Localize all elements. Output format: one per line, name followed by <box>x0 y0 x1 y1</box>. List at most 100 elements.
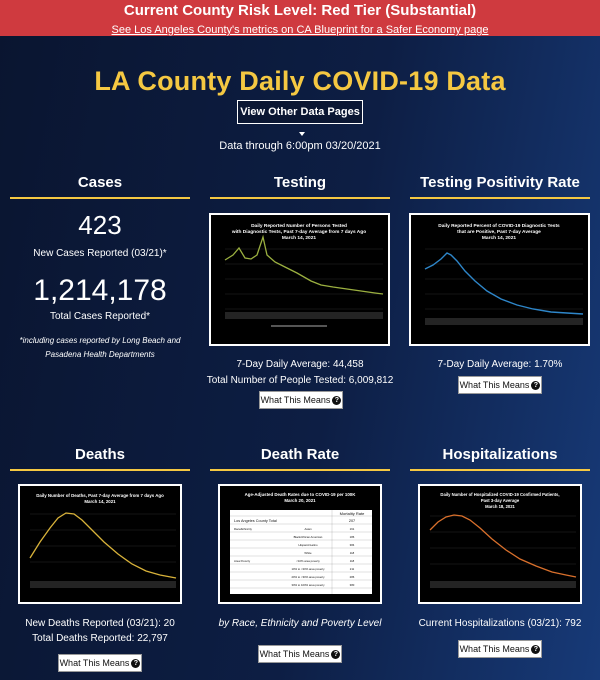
death-rate-caption: by Race, Ethnicity and Poverty Level <box>218 618 382 629</box>
death-rate-table-svg: Age-Adjusted Death Rates due to COVID-19… <box>230 492 372 594</box>
hospitalizations-chart-grid <box>430 515 576 565</box>
new-cases-label: New Cases Reported (03/21)* <box>33 248 167 259</box>
hospitalizations-what-this-means-button[interactable]: What This Means? <box>458 640 542 658</box>
cases-heading: Cases <box>10 174 190 199</box>
question-circle-icon: ? <box>131 659 141 669</box>
hospitalizations-chart[interactable]: Daily Number of Hospitalized COVID-19 Co… <box>418 484 582 604</box>
testing-total: Total Number of People Tested: 6,009,812 <box>206 375 394 386</box>
hospitalizations-chart-title-1: Daily Number of Hospitalized COVID-19 Co… <box>440 492 559 497</box>
hospitalizations-chart-title-3: March 18, 2021 <box>485 504 515 509</box>
death-rate-what-this-means-button[interactable]: What This Means? <box>258 645 342 663</box>
testing-chart-legend <box>271 325 327 327</box>
deaths-chart-x-ticks <box>30 581 176 588</box>
risk-level-title: Current County Risk Level: Red Tier (Sub… <box>123 2 477 19</box>
death-rate-row-sub: 30% to 100% area poverty <box>292 583 326 587</box>
testing-chart-title-3: March 14, 2021 <box>282 235 316 241</box>
death-rate-row-value: 384 <box>350 543 355 547</box>
death-rate-row-sub: 20% to <30% area poverty <box>291 575 325 579</box>
deaths-what-this-means-button[interactable]: What This Means? <box>58 654 142 672</box>
deaths-chart-grid <box>30 513 176 563</box>
testing-chart-svg: Daily Reported Number of Persons Tested … <box>224 223 384 327</box>
testing-chart-grid <box>225 248 383 310</box>
blueprint-metrics-link[interactable]: See Los Angeles County's metrics on CA B… <box>111 24 489 36</box>
death-rate-row-sub: Black/African American <box>294 535 323 539</box>
positivity-what-this-means-button[interactable]: What This Means? <box>458 376 542 394</box>
positivity-average: 7-Day Daily Average: 1.70% <box>437 359 563 370</box>
hospitalizations-trend-line <box>429 514 577 578</box>
death-rate-row-value: 118 <box>350 551 355 555</box>
cases-footnote: *including cases reported by Long Beach … <box>19 336 181 359</box>
hospitalizations-heading: Hospitalizations <box>410 446 590 471</box>
deaths-heading: Deaths <box>10 446 190 471</box>
deaths-chart-svg: Daily Number of Deaths, Past 7-day Avera… <box>29 493 177 588</box>
death-rate-title-1: Age-Adjusted Death Rates due to COVID-19… <box>245 492 357 497</box>
positivity-chart-title-2: that are Positive, Past 7-day Average <box>457 229 541 235</box>
death-rate-table-lines <box>230 510 372 594</box>
death-rate-row-sub: <10% area poverty <box>296 559 320 563</box>
death-rate-row-value: 380 <box>350 583 355 587</box>
death-rate-row-group: Area Poverty <box>234 559 251 563</box>
new-deaths: New Deaths Reported (03/21): 20 <box>25 618 175 629</box>
positivity-chart-x-ticks <box>425 318 583 325</box>
deaths-chart[interactable]: Daily Number of Deaths, Past 7-day Avera… <box>18 484 182 604</box>
death-rate-col-header: Mortality Rate <box>340 511 365 516</box>
positivity-chart[interactable]: Daily Reported Percent of COVID-19 Diagn… <box>409 213 590 346</box>
hospitalizations-chart-title-2: Past 3-day Average <box>481 498 520 503</box>
death-rate-row-sub: 10% to <20% area poverty <box>291 567 325 571</box>
testing-chart-title-1: Daily Reported Number of Persons Tested <box>251 223 347 229</box>
total-deaths: Total Deaths Reported: 22,797 <box>32 633 168 644</box>
death-rate-row-sub: White <box>304 551 312 555</box>
data-through-text: Data through 6:00pm 03/20/2021 <box>219 140 381 152</box>
death-rate-heading: Death Rate <box>210 446 390 471</box>
death-rate-row-sub: Asian <box>305 527 312 531</box>
testing-button-label: What This Means <box>260 395 331 405</box>
death-rate-row-group: Race/Ethnicity <box>234 527 252 531</box>
testing-heading: Testing <box>210 174 390 199</box>
death-rate-title-2: March 20, 2021 <box>284 498 316 503</box>
deaths-chart-title-2: March 14, 2021 <box>84 499 116 504</box>
positivity-chart-svg: Daily Reported Percent of COVID-19 Diagn… <box>424 223 584 325</box>
risk-level-banner: Current County Risk Level: Red Tier (Sub… <box>0 0 600 36</box>
new-cases-count: 423 <box>78 210 122 240</box>
view-other-data-pages-button[interactable]: View Other Data Pages <box>237 100 363 137</box>
testing-chart-x-ticks <box>225 312 383 319</box>
caret-down-icon <box>298 132 305 137</box>
testing-trend-line <box>224 234 384 295</box>
death-rate-row-value: 118 <box>350 559 355 563</box>
death-rate-row-value: 161 <box>350 527 355 531</box>
testing-chart[interactable]: Daily Reported Number of Persons Tested … <box>209 213 390 346</box>
death-rate-row-group: Los Angeles County Total <box>234 519 277 523</box>
question-circle-icon: ? <box>531 645 541 655</box>
death-rate-button-label: What This Means <box>259 649 330 659</box>
positivity-button-label: What This Means <box>459 380 530 390</box>
deaths-chart-title-1: Daily Number of Deaths, Past 7-day Avera… <box>36 493 164 498</box>
positivity-trend-line <box>424 252 584 315</box>
total-cases-label: Total Cases Reported* <box>49 311 151 322</box>
page-title: LA County Daily COVID-19 Data <box>94 66 506 96</box>
testing-what-this-means-button[interactable]: What This Means? <box>259 391 343 409</box>
positivity-heading: Testing Positivity Rate <box>410 174 590 199</box>
death-rate-row-value: 286 <box>350 575 355 579</box>
positivity-chart-grid <box>425 248 583 310</box>
deaths-button-label: What This Means <box>59 658 130 668</box>
death-rate-row-value: 211 <box>350 567 355 571</box>
deaths-trend-line <box>29 512 177 579</box>
death-rate-row-value: 207 <box>349 519 355 523</box>
hospitalizations-chart-x-ticks <box>430 581 576 588</box>
total-cases-count: 1,214,178 <box>33 274 167 307</box>
positivity-chart-title-3: March 14, 2021 <box>482 235 516 241</box>
testing-average: 7-Day Daily Average: 44,458 <box>236 359 364 370</box>
testing-chart-title-2: with Diagnostic Tests, Past 7-day Averag… <box>231 229 366 235</box>
current-hospitalizations: Current Hospitalizations (03/21): 792 <box>418 618 582 629</box>
question-circle-icon: ? <box>531 381 541 391</box>
question-circle-icon: ? <box>332 396 342 406</box>
data-pages-button-label: View Other Data Pages <box>240 106 360 118</box>
hospitalizations-button-label: What This Means <box>459 644 530 654</box>
positivity-chart-title-1: Daily Reported Percent of COVID-19 Diagn… <box>438 223 560 229</box>
hospitalizations-chart-svg: Daily Number of Hospitalized COVID-19 Co… <box>429 492 577 588</box>
death-rate-table[interactable]: Age-Adjusted Death Rates due to COVID-19… <box>218 484 382 604</box>
death-rate-row-sub: Hispanic/Latino <box>298 543 318 547</box>
death-rate-row-value: 186 <box>350 535 355 539</box>
death-rate-rows: Los Angeles County Total 207 Race/Ethnic… <box>234 519 355 587</box>
question-circle-icon: ? <box>331 650 341 660</box>
